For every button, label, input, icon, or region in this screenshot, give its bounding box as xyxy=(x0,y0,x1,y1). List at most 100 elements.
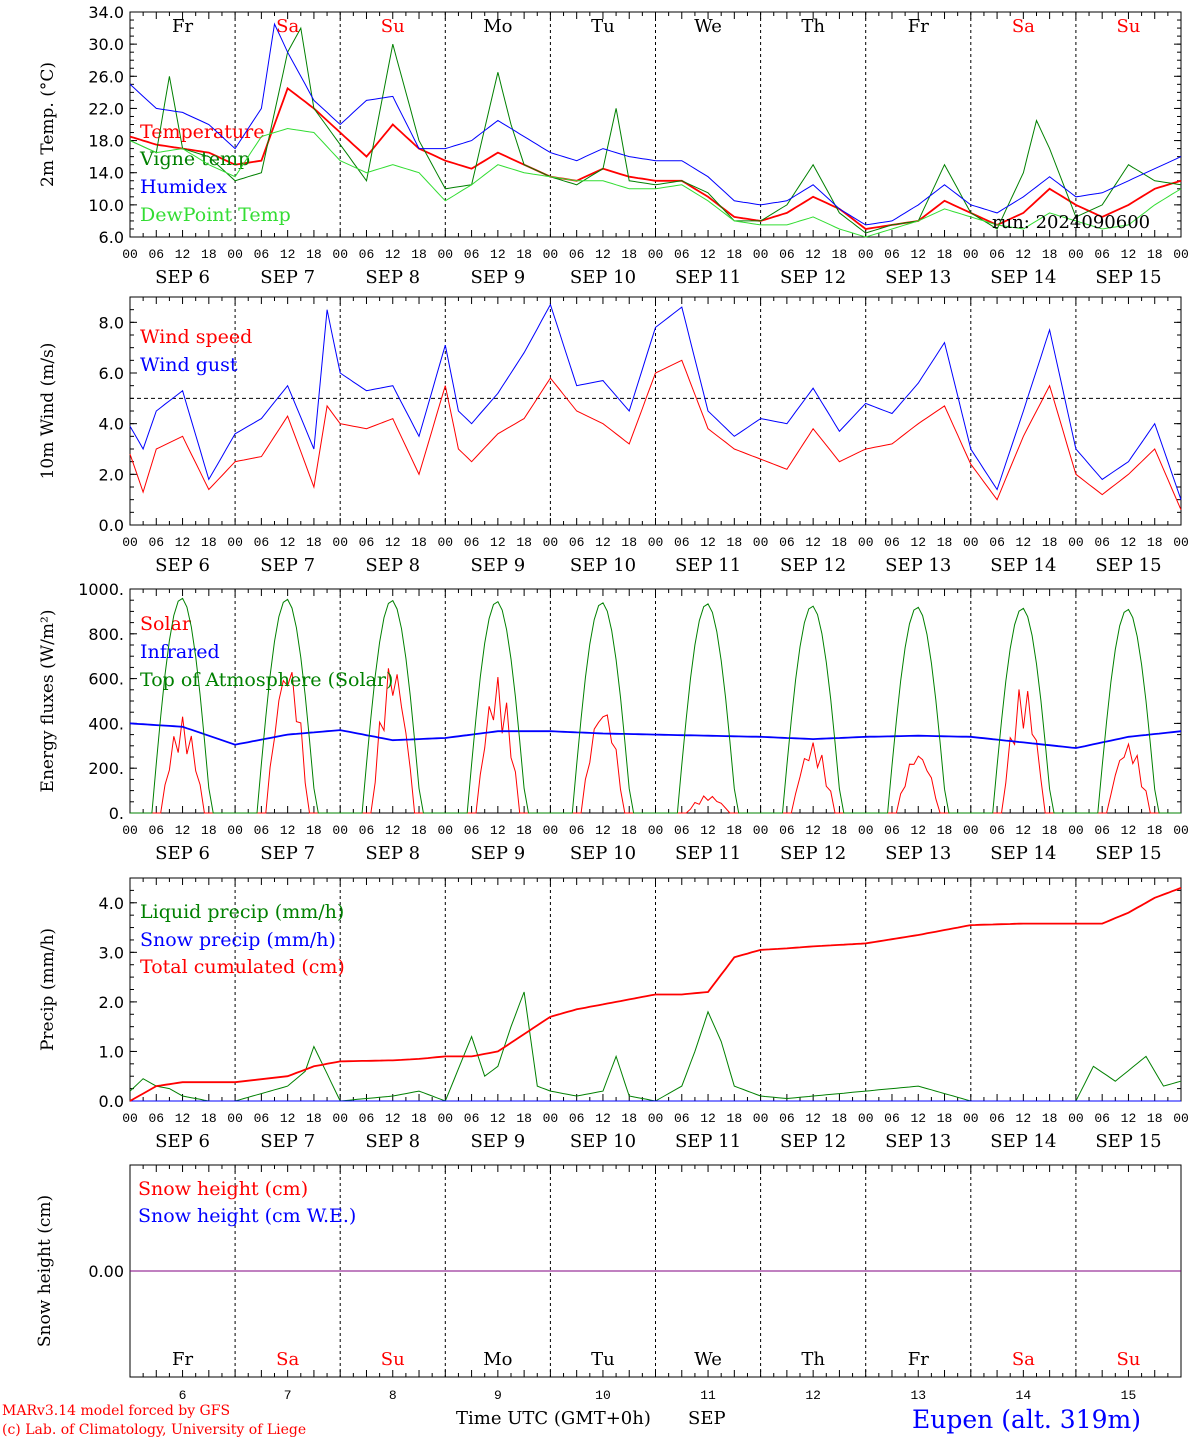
x-date-label: SEP 7 xyxy=(260,555,315,576)
x-tick-label: 12 xyxy=(805,1111,821,1126)
x-tick-label: 00 xyxy=(963,823,979,838)
x-tick-label: 12 xyxy=(700,535,716,550)
legend-entry: Temperature xyxy=(140,121,264,143)
series-line-humidex xyxy=(129,22,1182,226)
plot-frame xyxy=(129,588,1182,814)
x-tick-label: 06 xyxy=(148,247,164,262)
x-tick-label: 12 xyxy=(1016,535,1032,550)
x-tick-label: 06 xyxy=(359,247,375,262)
x-date-label: SEP 12 xyxy=(780,555,846,576)
x-tick-label: 00 xyxy=(543,535,559,550)
x-tick-label: 12 xyxy=(700,823,716,838)
x-tick-label: 18 xyxy=(306,823,322,838)
x-tick-label: 18 xyxy=(516,1111,532,1126)
x-tick-label: 06 xyxy=(1094,823,1110,838)
x-date-label: SEP 11 xyxy=(675,843,741,864)
x-day-number: 9 xyxy=(494,1388,502,1403)
x-tick-label: 00 xyxy=(963,1111,979,1126)
x-tick-label: 12 xyxy=(1016,247,1032,262)
legend-entry: Snow height (cm W.E.) xyxy=(138,1205,356,1227)
x-tick-label: 06 xyxy=(464,535,480,550)
x-tick-label: 00 xyxy=(122,823,138,838)
x-tick-label: 12 xyxy=(595,535,611,550)
x-tick-label: 00 xyxy=(858,535,874,550)
x-tick-label: 00 xyxy=(963,247,979,262)
x-date-label: SEP 15 xyxy=(1095,843,1161,864)
x-tick-label: 12 xyxy=(175,247,191,262)
legend-entry: Snow precip (mm/h) xyxy=(140,929,336,951)
x-tick-label: 18 xyxy=(411,823,427,838)
y-tick-label: 4.0 xyxy=(99,894,124,913)
x-tick-label: 12 xyxy=(805,247,821,262)
x-tick-label: 00 xyxy=(648,823,664,838)
x-tick-label: 00 xyxy=(332,535,348,550)
weekday-label: Su xyxy=(1116,16,1140,37)
x-day-number: 13 xyxy=(910,1388,926,1403)
x-date-label: SEP 10 xyxy=(570,843,636,864)
weekday-label: Sa xyxy=(1012,16,1035,37)
x-date-label: SEP 6 xyxy=(155,843,210,864)
x-tick-label: 18 xyxy=(621,247,637,262)
x-tick-label: 12 xyxy=(700,247,716,262)
panel-snow: 0.00 Snow height (cm) Snow height (cm) Snow… xyxy=(35,1164,1182,1403)
x-tick-label: 00 xyxy=(858,247,874,262)
series-line-temperature xyxy=(129,86,1182,230)
x-tick-label: 00 xyxy=(1068,1111,1084,1126)
y-tick-label: 22.0 xyxy=(88,99,124,118)
x-tick-label: 00 xyxy=(227,535,243,550)
x-tick-label: 06 xyxy=(569,1111,585,1126)
x-tick-label: 12 xyxy=(1121,1111,1137,1126)
weekday-label: Sa xyxy=(276,16,299,37)
x-day-number: 14 xyxy=(1016,1388,1032,1403)
weekday-label: We xyxy=(694,1349,722,1370)
x-tick-label: 06 xyxy=(569,535,585,550)
x-date-label: SEP 12 xyxy=(780,1131,846,1152)
x-date-label: SEP 13 xyxy=(885,1131,951,1152)
weekday-label: Mo xyxy=(483,16,512,37)
y-axis-label: Snow height (cm) xyxy=(35,1195,55,1347)
station-name: Eupen (alt. 319m) xyxy=(912,1405,1141,1434)
legend-entry: Top of Atmosphere (Solar) xyxy=(140,669,393,691)
x-tick-label: 18 xyxy=(411,1111,427,1126)
x-tick-label: 06 xyxy=(148,823,164,838)
y-tick-label: 1000. xyxy=(78,580,124,599)
x-tick-label: 00 xyxy=(753,247,769,262)
x-tick-label: 06 xyxy=(674,247,690,262)
x-tick-label: 12 xyxy=(1016,1111,1032,1126)
x-tick-label: 12 xyxy=(175,823,191,838)
x-tick-label: 00 xyxy=(332,247,348,262)
x-tick-label: 18 xyxy=(1147,823,1163,838)
x-tick-label: 00 xyxy=(122,1111,138,1126)
x-tick-label: 00 xyxy=(543,247,559,262)
x-tick-label: 18 xyxy=(621,823,637,838)
x-tick-label: 00 xyxy=(227,823,243,838)
x-tick-label: 06 xyxy=(779,823,795,838)
x-tick-label: 18 xyxy=(1147,247,1163,262)
x-tick-label: 00 xyxy=(753,823,769,838)
x-tick-label: 18 xyxy=(832,823,848,838)
x-tick-label: 18 xyxy=(937,1111,953,1126)
x-tick-label: 00 xyxy=(753,535,769,550)
x-date-label: SEP 13 xyxy=(885,843,951,864)
x-tick-label: 06 xyxy=(1094,247,1110,262)
series-line-top-of-atmosphere-solar- xyxy=(130,597,1181,814)
series-line-vigne-temp xyxy=(129,26,1182,234)
x-date-label: SEP 6 xyxy=(155,267,210,288)
x-tick-label: 12 xyxy=(490,823,506,838)
x-tick-label: 18 xyxy=(621,535,637,550)
x-tick-label: 00 xyxy=(122,247,138,262)
credit-line-2: (c) Lab. of Climatology, University of L… xyxy=(2,1422,306,1438)
x-date-label: SEP 9 xyxy=(470,843,525,864)
x-tick-label: 00 xyxy=(1068,535,1084,550)
x-date-label: SEP 14 xyxy=(990,843,1056,864)
x-tick-label: 18 xyxy=(832,1111,848,1126)
x-tick-label: 18 xyxy=(411,247,427,262)
y-tick-label: 4.0 xyxy=(99,415,124,434)
weekday-label: Su xyxy=(381,1349,405,1370)
x-tick-label: 06 xyxy=(254,823,270,838)
x-tick-label: 18 xyxy=(201,823,217,838)
x-tick-label: 18 xyxy=(1147,1111,1163,1126)
y-tick-label: 2.0 xyxy=(99,993,124,1012)
weekday-label: Th xyxy=(801,1349,825,1370)
